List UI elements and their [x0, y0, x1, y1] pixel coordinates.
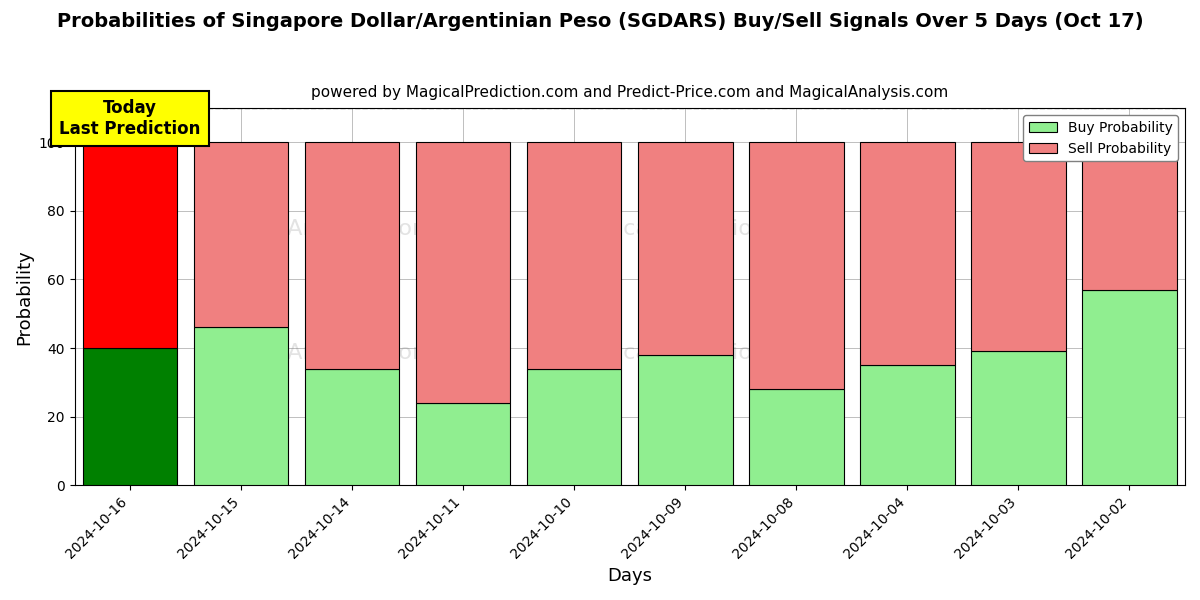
X-axis label: Days: Days	[607, 567, 653, 585]
Bar	[527, 142, 622, 368]
Bar	[1082, 142, 1177, 290]
Bar	[1082, 290, 1177, 485]
Bar	[971, 352, 1066, 485]
Text: Today
Last Prediction: Today Last Prediction	[60, 99, 200, 138]
Text: MagicalAnalysis.com: MagicalAnalysis.com	[203, 343, 434, 363]
Bar	[638, 355, 732, 485]
Text: MagicalPrediction.com: MagicalPrediction.com	[571, 219, 822, 239]
Legend: Buy Probability, Sell Probability: Buy Probability, Sell Probability	[1024, 115, 1178, 161]
Bar	[860, 142, 955, 365]
Bar	[860, 365, 955, 485]
Bar	[416, 142, 510, 403]
Bar	[971, 142, 1066, 352]
Bar	[305, 142, 400, 368]
Text: Probabilities of Singapore Dollar/Argentinian Peso (SGDARS) Buy/Sell Signals Ove: Probabilities of Singapore Dollar/Argent…	[56, 12, 1144, 31]
Bar	[638, 142, 732, 355]
Title: powered by MagicalPrediction.com and Predict-Price.com and MagicalAnalysis.com: powered by MagicalPrediction.com and Pre…	[311, 85, 948, 100]
Y-axis label: Probability: Probability	[16, 249, 34, 344]
Bar	[194, 328, 288, 485]
Bar	[83, 142, 178, 348]
Bar	[83, 348, 178, 485]
Text: MagicalAnalysis.com: MagicalAnalysis.com	[203, 219, 434, 239]
Bar	[305, 368, 400, 485]
Text: MagicalPrediction.com: MagicalPrediction.com	[571, 343, 822, 363]
Bar	[527, 368, 622, 485]
Bar	[749, 389, 844, 485]
Bar	[416, 403, 510, 485]
Bar	[749, 142, 844, 389]
Bar	[194, 142, 288, 328]
